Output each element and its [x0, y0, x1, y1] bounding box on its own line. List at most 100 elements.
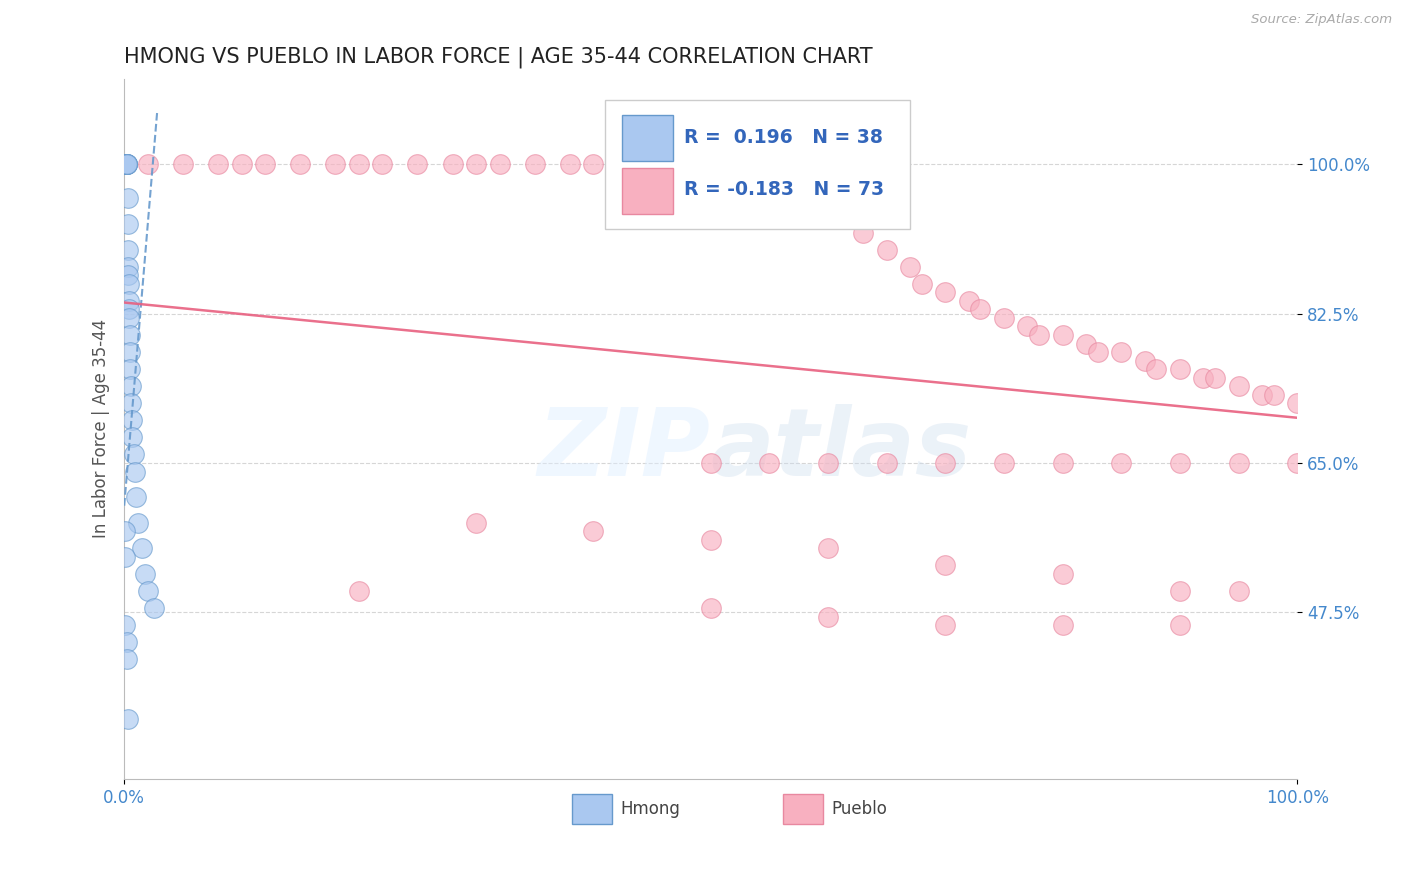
Point: [120, 328, 142, 343]
Point: [441, 157, 464, 171]
Point: [817, 191, 839, 205]
Point: [676, 157, 699, 171]
Text: Pueblo: Pueblo: [831, 800, 887, 818]
Point: [1263, 388, 1285, 402]
Point: [606, 157, 628, 171]
Point: [934, 558, 956, 573]
Point: [1286, 396, 1309, 410]
Point: [120, 379, 142, 393]
Point: [125, 490, 148, 504]
Point: [115, 157, 138, 171]
Point: [347, 157, 370, 171]
Point: [114, 157, 136, 171]
Point: [288, 157, 311, 171]
Text: Hmong: Hmong: [620, 800, 681, 818]
Point: [117, 712, 139, 726]
Point: [347, 584, 370, 599]
Point: [131, 541, 153, 556]
Point: [723, 157, 745, 171]
Point: [1227, 584, 1250, 599]
Point: [118, 302, 141, 317]
Point: [1052, 618, 1074, 632]
Point: [121, 430, 143, 444]
Point: [1074, 336, 1097, 351]
Point: [934, 456, 956, 470]
Point: [117, 243, 139, 257]
Point: [934, 618, 956, 632]
Point: [699, 601, 721, 615]
Point: [118, 310, 141, 325]
Text: R =  0.196   N = 38: R = 0.196 N = 38: [683, 128, 883, 147]
Point: [118, 293, 141, 308]
Point: [465, 516, 488, 530]
Point: [115, 157, 138, 171]
Point: [117, 217, 139, 231]
Point: [1144, 362, 1167, 376]
Point: [1052, 456, 1074, 470]
Point: [641, 157, 664, 171]
Point: [142, 601, 165, 615]
Point: [114, 549, 136, 564]
Point: [1227, 456, 1250, 470]
Y-axis label: In Labor Force | Age 35-44: In Labor Force | Age 35-44: [93, 319, 110, 539]
Point: [699, 157, 721, 171]
Point: [1168, 362, 1191, 376]
Point: [1204, 370, 1226, 384]
Point: [1168, 456, 1191, 470]
Point: [1052, 566, 1074, 581]
Point: [969, 302, 991, 317]
FancyBboxPatch shape: [572, 794, 612, 824]
Text: R = -0.183   N = 73: R = -0.183 N = 73: [683, 180, 884, 199]
Text: atlas: atlas: [710, 404, 972, 496]
Point: [1052, 328, 1074, 343]
Point: [782, 157, 804, 171]
Point: [120, 396, 142, 410]
Point: [115, 157, 138, 171]
Point: [1109, 345, 1132, 359]
Point: [1168, 618, 1191, 632]
Point: [117, 260, 139, 274]
Point: [114, 524, 136, 539]
Point: [934, 285, 956, 300]
Point: [115, 157, 138, 171]
Point: [898, 260, 921, 274]
Point: [852, 226, 875, 240]
Point: [911, 277, 934, 291]
Point: [114, 157, 136, 171]
Point: [406, 157, 429, 171]
Point: [325, 157, 347, 171]
Point: [993, 456, 1015, 470]
Point: [488, 157, 510, 171]
Point: [120, 362, 142, 376]
Text: HMONG VS PUEBLO IN LABOR FORCE | AGE 35-44 CORRELATION CHART: HMONG VS PUEBLO IN LABOR FORCE | AGE 35-…: [124, 46, 873, 68]
Point: [115, 652, 138, 666]
Point: [1286, 456, 1309, 470]
Point: [127, 516, 149, 530]
Point: [117, 268, 139, 283]
Point: [1028, 328, 1050, 343]
Point: [876, 243, 898, 257]
Point: [465, 157, 488, 171]
Text: Source: ZipAtlas.com: Source: ZipAtlas.com: [1251, 13, 1392, 27]
Point: [1133, 353, 1156, 368]
Point: [699, 456, 721, 470]
Point: [115, 635, 138, 649]
Point: [817, 609, 839, 624]
Point: [122, 447, 145, 461]
Point: [582, 524, 605, 539]
Point: [758, 456, 780, 470]
Point: [1251, 388, 1274, 402]
FancyBboxPatch shape: [621, 115, 673, 161]
Point: [124, 465, 146, 479]
Point: [114, 157, 136, 171]
Point: [1087, 345, 1109, 359]
Point: [253, 157, 276, 171]
Point: [134, 566, 156, 581]
Point: [957, 293, 980, 308]
Point: [817, 456, 839, 470]
Point: [1017, 319, 1039, 334]
Point: [207, 157, 229, 171]
Point: [172, 157, 194, 171]
Point: [876, 456, 898, 470]
Point: [120, 345, 142, 359]
